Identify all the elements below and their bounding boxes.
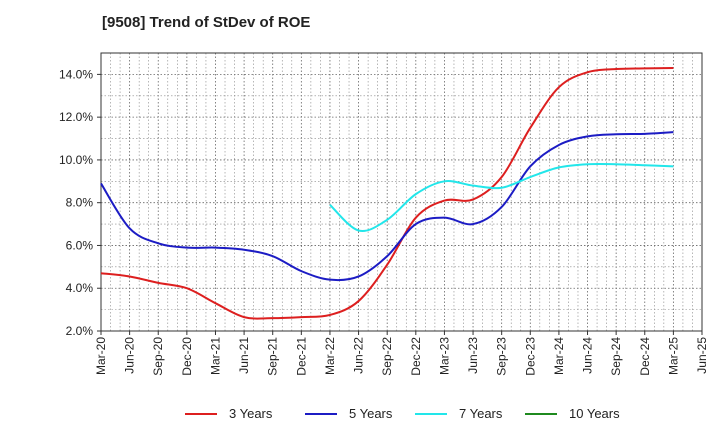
x-tick-label: Dec-23 (523, 337, 537, 376)
chart-legend: 3 Years 5 Years 7 Years 10 Years (0, 400, 720, 430)
x-tick-label: Sep-22 (380, 337, 394, 376)
legend-label: 5 Years (349, 406, 393, 421)
plot-frame (100, 52, 703, 332)
chart-title: [9508] Trend of StDev of ROE (102, 14, 311, 31)
x-tick-label: Sep-23 (495, 337, 509, 376)
legend-swatch (415, 412, 447, 415)
legend-swatch (525, 412, 557, 415)
y-tick-label: 8.0% (66, 196, 94, 210)
x-tick-label: Sep-21 (266, 337, 280, 376)
legend-label: 7 Years (459, 406, 503, 421)
x-tick-label: Jun-21 (237, 337, 251, 374)
x-tick-label: Mar-25 (666, 337, 680, 375)
x-tick-label: Mar-23 (437, 337, 451, 375)
y-tick-label: 6.0% (66, 238, 94, 252)
legend-item-3-years: 3 Years (185, 406, 272, 421)
x-tick-label: Dec-22 (409, 337, 423, 376)
legend-item-5-years: 5 Years (305, 406, 392, 421)
x-tick-label: Sep-24 (609, 337, 623, 376)
series-line-7-years (329, 162, 674, 232)
legend-label: 10 Years (569, 406, 620, 421)
x-tick-label: Jun-24 (581, 337, 595, 374)
legend-label: 3 Years (229, 406, 273, 421)
x-tick-label: Jun-20 (123, 337, 137, 374)
y-tick-label: 10.0% (59, 153, 93, 167)
x-tick-label: Mar-21 (208, 337, 222, 375)
x-tick-label: Dec-21 (294, 337, 308, 376)
x-tick-label: Mar-22 (323, 337, 337, 375)
legend-swatch (305, 412, 337, 415)
x-tick-label: Mar-24 (552, 337, 566, 375)
legend-item-10-years: 10 Years (525, 406, 620, 421)
plot-area (101, 53, 702, 331)
x-tick-label: Dec-24 (638, 337, 652, 376)
series-line-3-years (100, 66, 674, 320)
x-tick-label: Jun-25 (695, 337, 709, 374)
y-tick-label: 14.0% (59, 67, 93, 81)
x-tick-label: Mar-20 (94, 337, 108, 375)
legend-swatch (185, 412, 217, 415)
line-chart: 2.0% 4.0% 6.0% 8.0% 10.0% 12.0% 14.0% Mar-20 Jun… (59, 52, 709, 376)
x-tick-label: Jun-22 (352, 337, 366, 374)
series-line-5-years (100, 131, 674, 282)
y-tick-label: 12.0% (59, 110, 93, 124)
x-tick-label: Jun-23 (466, 337, 480, 374)
x-tick-label: Dec-20 (180, 337, 194, 376)
x-tick-label: Sep-20 (151, 337, 165, 376)
y-tick-label: 2.0% (66, 324, 94, 338)
y-tick-label: 4.0% (66, 281, 94, 295)
legend-item-7-years: 7 Years (415, 406, 502, 421)
